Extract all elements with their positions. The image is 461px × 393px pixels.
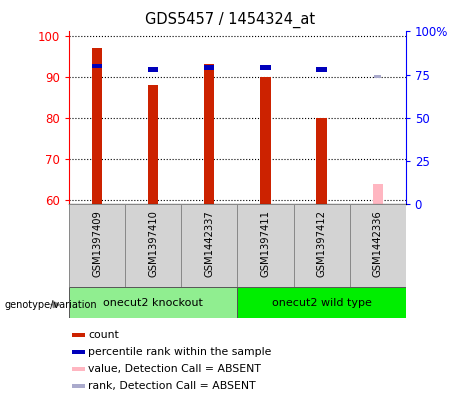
Bar	[374, 75, 381, 78]
Bar	[317, 118, 326, 204]
Text: onecut2 wild type: onecut2 wild type	[272, 298, 372, 308]
Text: GSM1397412: GSM1397412	[317, 211, 326, 277]
Bar	[204, 65, 214, 70]
Bar	[317, 67, 326, 72]
Bar	[148, 85, 158, 204]
Text: count: count	[88, 330, 119, 340]
Text: GSM1442336: GSM1442336	[372, 211, 383, 277]
Text: onecut2 knockout: onecut2 knockout	[103, 298, 203, 308]
Bar	[181, 204, 237, 287]
Text: GDS5457 / 1454324_at: GDS5457 / 1454324_at	[145, 12, 316, 28]
FancyBboxPatch shape	[72, 367, 85, 371]
Text: GSM1442337: GSM1442337	[204, 211, 214, 277]
Text: percentile rank within the sample: percentile rank within the sample	[88, 347, 272, 357]
Bar	[69, 287, 237, 318]
Bar	[237, 204, 294, 287]
FancyBboxPatch shape	[72, 384, 85, 387]
Bar	[237, 287, 406, 318]
Bar	[204, 64, 214, 204]
FancyBboxPatch shape	[72, 333, 85, 336]
Bar	[372, 184, 383, 204]
Bar	[148, 67, 158, 72]
Bar	[260, 77, 271, 204]
Text: rank, Detection Call = ABSENT: rank, Detection Call = ABSENT	[88, 381, 256, 391]
Bar	[260, 65, 271, 70]
Text: GSM1397409: GSM1397409	[92, 211, 102, 277]
Text: value, Detection Call = ABSENT: value, Detection Call = ABSENT	[88, 364, 261, 374]
Text: GSM1397410: GSM1397410	[148, 211, 158, 277]
FancyBboxPatch shape	[72, 351, 85, 354]
Bar	[92, 64, 102, 68]
Bar	[92, 48, 102, 204]
Bar	[294, 204, 349, 287]
Text: genotype/variation: genotype/variation	[5, 299, 97, 310]
Text: GSM1397411: GSM1397411	[260, 211, 271, 277]
Bar	[349, 204, 406, 287]
Bar	[125, 204, 181, 287]
Bar	[69, 204, 125, 287]
